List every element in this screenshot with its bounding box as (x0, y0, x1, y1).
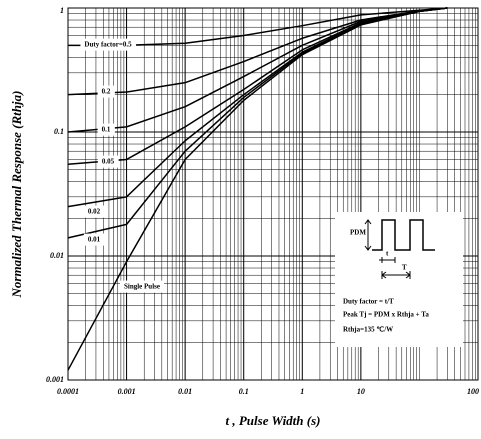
x-tick-label: 1 (300, 387, 304, 396)
x-tick-label: 10 (357, 387, 365, 396)
y-tick-label: 0.1 (54, 127, 64, 136)
series-label-bg (80, 38, 137, 51)
annotation: Peak Tj = PDM x Rthja + Ta (343, 311, 429, 319)
series-label: 0.1 (102, 126, 111, 134)
series-label: 0.05 (102, 158, 115, 166)
series-label: 0.01 (88, 236, 101, 244)
annotation: t (386, 250, 389, 258)
series-line (68, 7, 448, 47)
y-tick-label: 0.001 (46, 375, 64, 384)
pulse-wave (372, 219, 435, 251)
T-arrow (381, 271, 411, 279)
x-tick-label: 0.0001 (57, 387, 79, 396)
annotation: Rthja=135 ℃/W (343, 326, 393, 334)
y-tick-label: 1 (60, 6, 64, 15)
series-label-bg (97, 155, 119, 168)
series-label-bg (97, 123, 115, 136)
x-tick-label: 100 (467, 387, 479, 396)
series-label-bg (120, 280, 164, 293)
x-tick-label: 0.01 (178, 387, 192, 396)
x-tick-label: 0.1 (239, 387, 249, 396)
inset-box (335, 212, 463, 347)
series-line (67, 7, 448, 371)
series-label: Duty factor=0.5 (84, 41, 132, 49)
inset: PDM t T Duty factor = t/T Peak Tj = PDM … (335, 212, 463, 347)
lines (67, 7, 448, 371)
t-arrow (379, 257, 396, 263)
x-tick-label: 0.001 (118, 387, 136, 396)
pdm-arrow (364, 219, 372, 251)
series-label: Single Pulse (124, 283, 160, 291)
series-label: 0.2 (102, 88, 111, 96)
y-tick-label: 0.01 (50, 251, 64, 260)
plot-frame (67, 7, 479, 381)
grid (67, 7, 479, 381)
series-label-bg (83, 205, 105, 218)
annotation: T (402, 264, 407, 272)
x-axis-title: t , Pulse Width (s) (226, 413, 321, 428)
series-label-bg (83, 233, 105, 246)
y-axis-title: Normalized Thermal Response (Rthja) (9, 91, 24, 299)
series-label-bg (97, 85, 115, 98)
annotation: PDM (350, 229, 366, 237)
series-label: 0.02 (88, 208, 101, 216)
annotation: Duty factor = t/T (343, 298, 394, 306)
